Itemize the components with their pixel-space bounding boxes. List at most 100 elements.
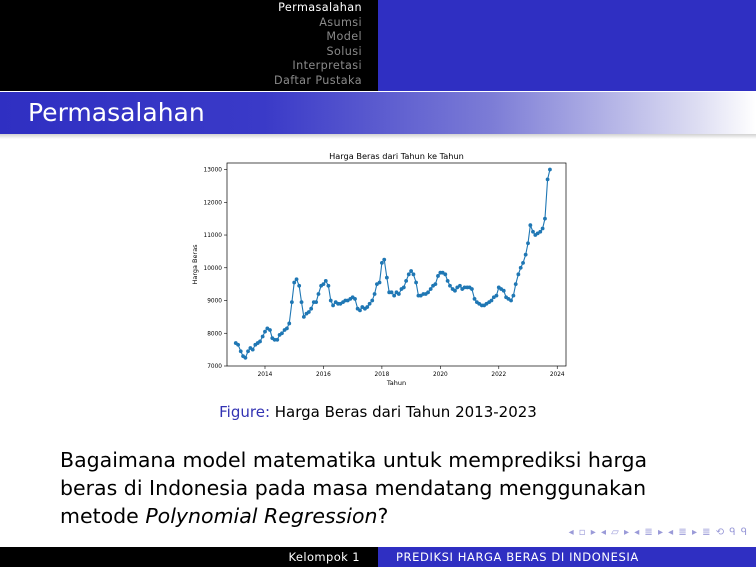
question-emphasis: Polynomial Regression — [145, 504, 378, 528]
nav-item-model[interactable]: Model — [326, 30, 362, 44]
y-axis-label: Harga Beras — [191, 244, 199, 285]
data-point — [250, 347, 255, 352]
data-point — [445, 278, 450, 283]
data-point — [501, 288, 506, 293]
data-point — [316, 292, 321, 296]
data-point — [382, 257, 387, 262]
x-tick-label: 2016 — [316, 372, 331, 378]
footer-left: Kelompok 1 — [0, 547, 378, 567]
data-point — [521, 260, 525, 265]
data-point — [458, 283, 462, 288]
data-point — [328, 298, 333, 303]
frame-title-bar: Permasalahan — [0, 92, 756, 134]
caption-text: Harga Beras dari Tahun 2013-2023 — [274, 403, 537, 421]
data-point — [353, 296, 357, 301]
data-point — [379, 260, 384, 265]
data-point — [426, 290, 430, 295]
data-point — [528, 223, 533, 228]
data-point — [243, 355, 248, 360]
data-point — [314, 300, 319, 305]
data-point — [409, 269, 414, 273]
y-tick-label: 10000 — [204, 266, 223, 272]
data-point — [306, 310, 311, 314]
data-point — [511, 293, 516, 298]
data-point — [516, 272, 521, 277]
data-point — [548, 167, 552, 172]
data-point — [323, 278, 328, 283]
nav-item-permasalahan[interactable]: Permasalahan — [278, 1, 362, 14]
nav-item-solusi[interactable]: Solusi — [326, 44, 362, 58]
footer-right: PREDIKSI HARGA BERAS DI INDONESIA — [378, 547, 756, 567]
data-point — [396, 292, 401, 296]
data-point — [365, 305, 370, 309]
data-point — [411, 272, 416, 277]
data-point — [509, 298, 513, 303]
data-point — [392, 293, 397, 298]
data-point — [301, 314, 306, 319]
y-axis: 7000 8000 9000 10000 11000 12000 13000 — [204, 168, 227, 370]
data-point — [275, 337, 280, 342]
y-tick-label: 7000 — [207, 364, 222, 370]
figure-caption: Figure: Harga Beras dari Tahun 2013-2023 — [0, 403, 756, 421]
y-tick-label: 8000 — [207, 331, 222, 337]
data-point — [285, 326, 289, 331]
data-point — [384, 275, 389, 280]
y-tick-label: 12000 — [204, 200, 223, 206]
data-point — [489, 298, 494, 303]
data-point — [321, 282, 326, 287]
data-point — [448, 283, 452, 288]
data-point — [258, 339, 262, 344]
data-point — [292, 280, 297, 285]
title-shadow — [0, 134, 756, 139]
data-point — [433, 282, 438, 287]
data-point — [538, 229, 543, 234]
data-point — [518, 265, 523, 270]
y-tick-label: 9000 — [207, 299, 222, 305]
data-point — [453, 288, 457, 293]
data-point — [389, 290, 394, 295]
data-point — [428, 287, 433, 291]
chart-title: Harga Beras dari Tahun ke Tahun — [329, 151, 464, 161]
series-points — [233, 167, 552, 360]
data-point — [462, 285, 467, 290]
x-tick-label: 2018 — [375, 372, 390, 378]
data-point — [289, 300, 294, 305]
data-point — [297, 283, 302, 288]
data-point — [436, 274, 440, 278]
data-point — [238, 349, 243, 354]
question-text: Bagaimana model matematika untuk mempred… — [60, 448, 648, 528]
data-point — [513, 282, 518, 287]
data-point — [523, 252, 528, 257]
nav-item-daftar-pustaka[interactable]: Daftar Pustaka — [273, 73, 362, 87]
data-point — [236, 342, 241, 347]
header-blue-panel — [378, 0, 756, 91]
question-end: ? — [377, 504, 389, 528]
nav-item-asumsi[interactable]: Asumsi — [319, 15, 362, 29]
data-point — [443, 272, 448, 277]
data-point — [272, 337, 277, 342]
data-point — [331, 303, 335, 308]
data-point — [543, 216, 547, 221]
footer-title: PREDIKSI HARGA BERAS DI INDONESIA — [396, 550, 639, 564]
series-line — [235, 169, 551, 359]
y-tick-label: 13000 — [204, 168, 223, 174]
data-point — [494, 293, 499, 298]
section-nav: Permasalahan Asumsi Model Solusi Interpr… — [274, 1, 362, 89]
x-axis: 2014 2016 2018 2020 2022 2024 — [258, 366, 565, 378]
data-point — [287, 321, 292, 326]
plot-frame — [226, 162, 567, 367]
nav-item-interpretasi[interactable]: Interpretasi — [292, 59, 362, 73]
data-point — [526, 241, 530, 246]
data-point — [370, 298, 375, 303]
beamer-nav-symbols[interactable]: ◂ ▫ ▸ ◂ ▱ ▸ ◂ ≣ ▸ ◂ ≣ ▸ ≣ ⟲ ᑫ ᑫ — [568, 527, 748, 538]
data-point — [246, 349, 250, 354]
data-point — [414, 280, 418, 285]
data-point — [470, 287, 474, 291]
x-tick-label: 2020 — [433, 372, 448, 378]
data-point — [358, 308, 362, 313]
data-point — [406, 272, 411, 277]
x-axis-label: Tahun — [386, 379, 406, 387]
x-tick-label: 2014 — [258, 372, 273, 378]
data-point — [540, 226, 545, 231]
data-point — [268, 328, 272, 332]
